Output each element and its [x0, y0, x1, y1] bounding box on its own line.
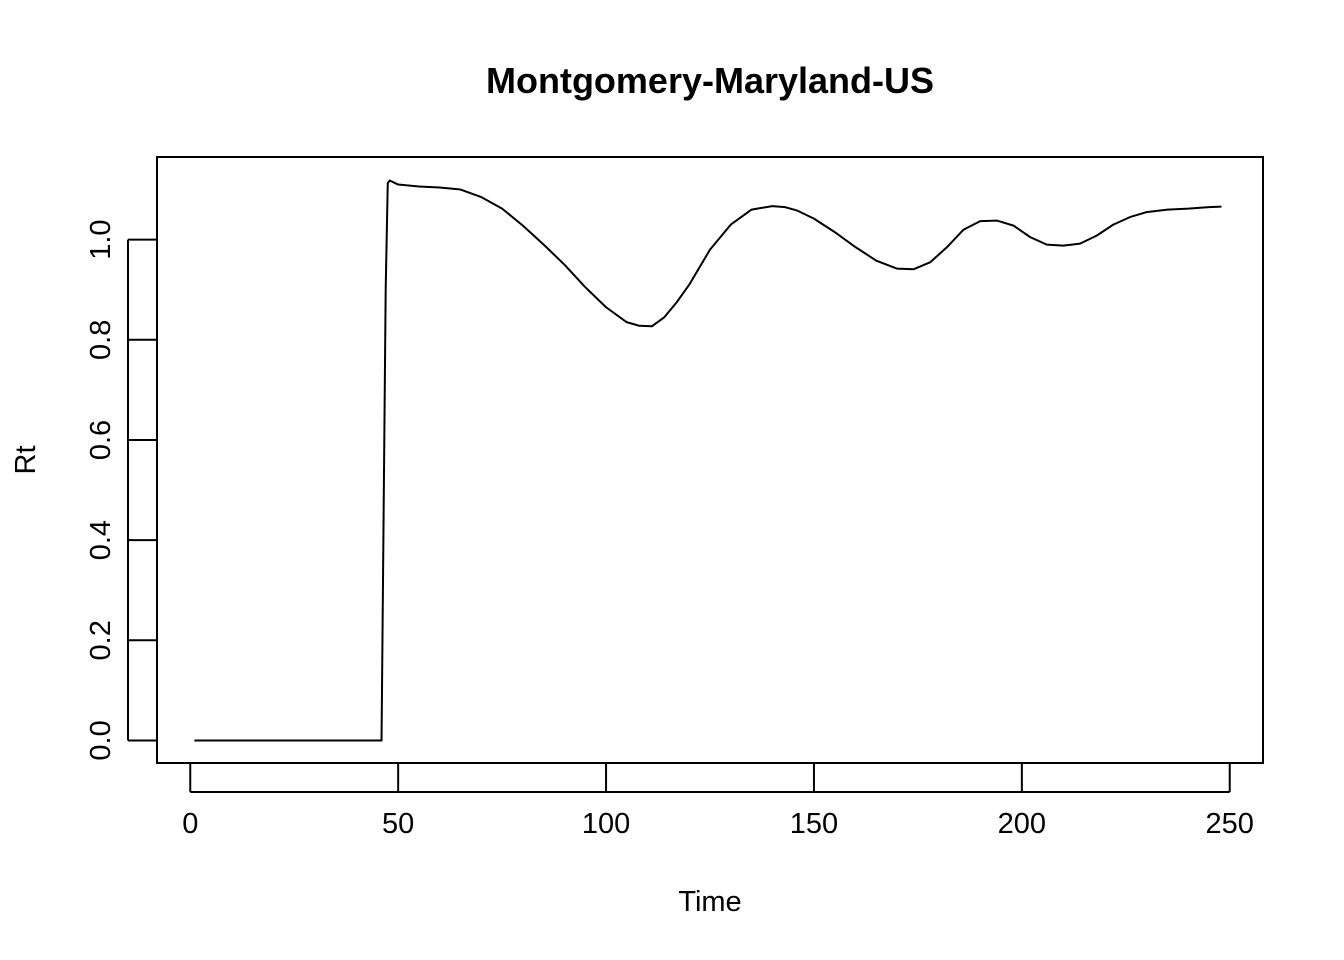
y-tick-label: 0.6: [85, 420, 117, 460]
plot-frame: [156, 156, 1264, 764]
x-tick-label: 50: [382, 808, 414, 840]
y-tick-label: 0.8: [85, 320, 117, 360]
y-tick-label: 0.2: [85, 620, 117, 660]
y-axis: 0.0 0.2 0.4 0.6 0.8 1.0: [85, 219, 156, 761]
x-axis: 0 50 100 150 200 250: [182, 764, 1254, 840]
x-tick-label: 150: [790, 808, 838, 840]
series-line-rt: [194, 179, 1222, 742]
x-tick-label: 100: [582, 808, 630, 840]
y-tick-label: 0.0: [85, 720, 117, 760]
x-axis-label: Time: [678, 886, 741, 918]
chart-title: Montgomery-Maryland-US: [486, 60, 934, 101]
x-tick-label: 250: [1206, 808, 1254, 840]
x-tick-label: 0: [182, 808, 198, 840]
y-axis-label: Rt: [10, 446, 42, 475]
y-tick-label: 0.4: [85, 520, 117, 560]
x-tick-label: 200: [998, 808, 1046, 840]
y-tick-label: 1.0: [85, 219, 117, 259]
